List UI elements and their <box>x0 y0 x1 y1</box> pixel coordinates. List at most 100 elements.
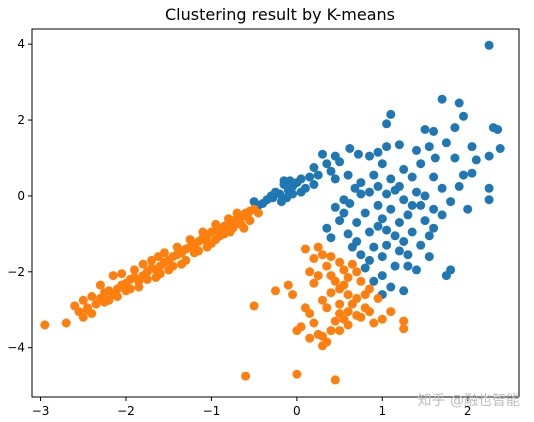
scatter-point-series-1 <box>330 174 340 184</box>
scatter-point-series-2 <box>335 257 345 267</box>
scatter-point-series-1 <box>467 168 477 178</box>
scatter-point-series-1 <box>360 208 370 218</box>
scatter-point-series-1 <box>441 271 451 281</box>
scatter-point-series-1 <box>407 200 417 210</box>
scatter-point-series-1 <box>350 183 360 193</box>
scatter-point-series-1 <box>347 242 357 252</box>
scatter-point-series-1 <box>495 144 505 153</box>
scatter-point-series-1 <box>459 170 468 180</box>
scatter-point-series-2 <box>87 309 97 318</box>
scatter-point-series-2 <box>292 326 302 336</box>
scatter-point-series-1 <box>356 250 366 260</box>
scatter-point-series-1 <box>403 250 413 260</box>
scatter-point-series-2 <box>142 274 152 284</box>
scatter-point-series-1 <box>345 199 355 208</box>
scatter-point-series-2 <box>326 252 336 262</box>
scatter-point-series-1 <box>386 109 396 119</box>
scatter-point-series-1 <box>412 187 421 197</box>
scatter-point-series-1 <box>249 197 259 207</box>
scatter-point-series-1 <box>459 111 468 121</box>
scatter-point-series-1 <box>467 142 477 152</box>
scatter-point-series-1 <box>390 185 400 195</box>
scatter-point-series-1 <box>382 225 392 235</box>
scatter-point-series-1 <box>335 157 345 167</box>
scatter-point-series-2 <box>300 244 310 254</box>
scatter-point-series-2 <box>365 307 374 317</box>
scatter-point-series-2 <box>343 320 353 330</box>
scatter-point-series-1 <box>335 216 345 226</box>
scatter-point-series-2 <box>271 286 280 296</box>
scatter-point-series-2 <box>356 312 366 322</box>
scatter-point-series-1 <box>429 223 439 233</box>
watermark: 知乎 @融也智能 <box>418 392 520 409</box>
scatter-point-series-2 <box>230 219 240 229</box>
scatter-point-series-2 <box>164 265 174 275</box>
x-tick-label: 2 <box>464 404 472 418</box>
y-tick-label: 0 <box>17 189 25 203</box>
scatter-point-series-1 <box>407 172 417 182</box>
scatter-point-series-1 <box>446 197 456 207</box>
scatter-point-series-2 <box>322 303 332 313</box>
y-tick-label: 4 <box>17 37 25 51</box>
scatter-point-series-2 <box>369 318 379 328</box>
scatter-point-series-2 <box>177 259 186 269</box>
scatter-point-series-2 <box>335 326 345 336</box>
scatter-point-series-2 <box>322 261 332 271</box>
scatter-point-series-2 <box>241 371 251 381</box>
scatter-point-series-1 <box>353 149 363 159</box>
scatter-point-series-2 <box>305 309 315 318</box>
scatter-point-series-1 <box>437 210 447 220</box>
scatter-point-series-1 <box>313 170 323 180</box>
scatter-point-series-1 <box>365 255 374 265</box>
scatter-point-series-1 <box>360 263 370 273</box>
scatter-point-series-1 <box>365 187 374 197</box>
scatter-point-series-2 <box>70 301 80 311</box>
scatter-point-series-2 <box>61 318 71 328</box>
scatter-point-series-1 <box>382 189 392 199</box>
scatter-point-series-2 <box>253 208 263 218</box>
scatter-point-series-1 <box>420 216 430 226</box>
scatter-point-series-2 <box>356 276 366 286</box>
scatter-point-series-2 <box>100 297 110 307</box>
scatter-point-series-2 <box>78 295 88 305</box>
scatter-point-series-1 <box>373 200 383 210</box>
y-axis: −4 −2 0 2 4 <box>7 37 32 355</box>
scatter-point-series-1 <box>437 94 447 104</box>
scatter-point-series-2 <box>343 290 353 300</box>
scatter-point-series-1 <box>339 208 349 218</box>
scatter-point-series-1 <box>369 170 379 180</box>
scatter-point-series-2 <box>326 326 336 336</box>
scatter-point-series-2 <box>309 278 319 288</box>
scatter-point-series-2 <box>318 295 327 305</box>
scatter-point-series-2 <box>188 238 198 248</box>
scatter-point-series-1 <box>382 240 392 250</box>
scatter-point-series-1 <box>318 149 327 159</box>
x-tick-label: −1 <box>203 404 221 418</box>
scatter-point-series-2 <box>95 280 105 290</box>
scatter-point-series-1 <box>390 231 400 241</box>
scatter-point-series-2 <box>153 252 163 262</box>
scatter-point-series-2 <box>309 318 319 328</box>
scatter-point-series-2 <box>206 238 216 248</box>
scatter-point-series-1 <box>356 189 366 199</box>
scatter-point-series-1 <box>377 214 387 224</box>
scatter-point-series-1 <box>430 153 440 163</box>
x-tick-label: −2 <box>117 404 135 418</box>
scatter-point-series-1 <box>386 204 396 214</box>
scatter-point-series-2 <box>339 280 349 290</box>
scatter-point-series-2 <box>330 375 340 385</box>
scatter-point-series-2 <box>211 219 221 229</box>
scatter-point-series-1 <box>463 204 473 214</box>
scatter-point-series-1 <box>282 193 292 203</box>
scatter-point-series-1 <box>424 231 434 241</box>
scatter-point-series-2 <box>335 299 345 309</box>
scatter-point-series-2 <box>343 273 353 282</box>
scatter-point-series-2 <box>386 307 396 317</box>
scatter-point-series-2 <box>232 208 242 218</box>
scatter-point-series-1 <box>377 271 387 281</box>
scatter-point-series-2 <box>305 333 315 343</box>
scatter-point-series-2 <box>147 255 157 265</box>
scatter-point-series-2 <box>373 293 383 303</box>
scatter-point-series-1 <box>394 246 404 256</box>
